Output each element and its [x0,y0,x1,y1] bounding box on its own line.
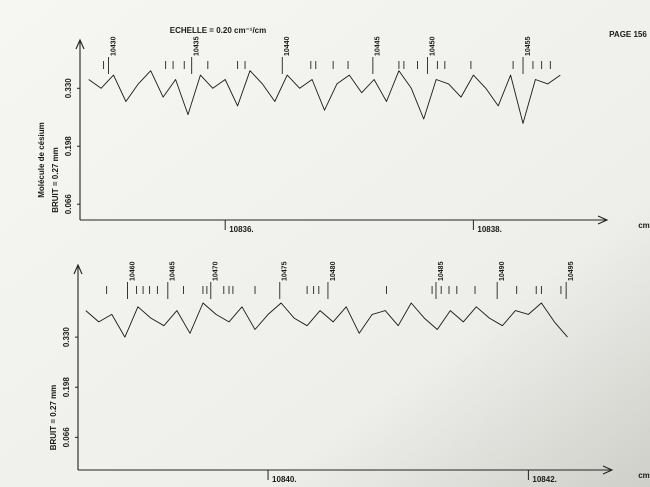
spectrum-line [88,70,561,124]
noise-label: BRUIT = 0.27 mm [51,147,60,213]
x-axis-unit: cm [638,471,650,480]
line-label: 10460 [129,261,136,281]
y-axis-arrow [73,263,83,275]
line-label: 10470 [213,261,220,281]
y-tick-label: 0.330 [62,327,71,348]
x-tick-label: 10840. [272,475,296,484]
line-label: 10475 [282,261,289,281]
x-axis-arrow [597,215,609,225]
y-tick-label: 0.198 [64,136,73,157]
line-label: 10495 [568,261,575,281]
line-label: 10450 [429,36,436,56]
line-label: 10455 [525,36,532,56]
y-axis-arrow [75,38,85,50]
line-label: 10435 [194,36,201,56]
y-tick-label: 0.066 [64,194,73,215]
y-tick-label: 0.066 [62,427,71,448]
line-label: 10465 [170,261,177,281]
x-tick-label: 10838. [477,225,501,234]
x-tick-label: 10842. [532,475,556,484]
line-label: 10440 [284,36,291,56]
x-axis-arrow [602,465,614,475]
scale-note: ECHELLE = 0.20 cm⁻¹/cm [170,26,266,35]
spectrum-line [85,302,568,338]
noise-label: BRUIT = 0.27 mm [49,385,58,451]
y-tick-label: 0.330 [64,78,73,99]
line-label: 10490 [499,261,506,281]
line-label: 10485 [438,261,445,281]
page-number: PAGE 156 [609,30,647,39]
y-tick-label: 0.198 [62,377,71,398]
x-tick-label: 10836. [229,225,253,234]
line-label: 10445 [375,36,382,56]
line-label: 10480 [330,261,337,281]
line-label: 10430 [110,36,117,56]
x-axis-unit: cm [638,221,650,230]
molecule-label: Molécule de césium [37,122,46,198]
